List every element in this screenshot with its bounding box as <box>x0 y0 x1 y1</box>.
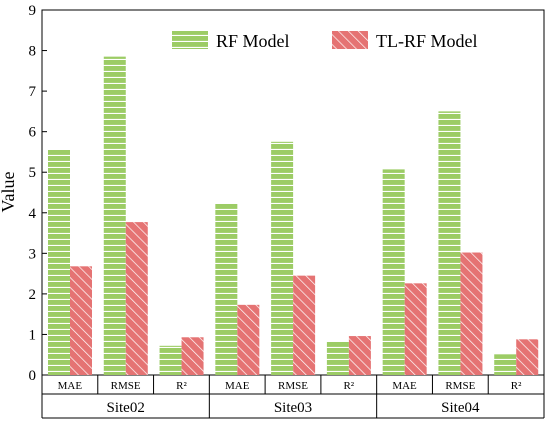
bar-rf-model <box>494 354 517 375</box>
y-tick-label: 5 <box>29 165 37 181</box>
bar-tl-rf-model <box>516 339 539 375</box>
bar-tl-rf-model <box>293 275 316 375</box>
metric-label: RMSE <box>278 380 308 392</box>
bar-rf-model <box>48 149 70 375</box>
metric-label: MAE <box>225 380 250 392</box>
bar-rf-model <box>103 56 126 376</box>
metric-label: R² <box>176 380 187 392</box>
y-tick-label: 8 <box>29 44 37 60</box>
metric-label: MAE <box>58 380 83 392</box>
bar-tl-rf-model <box>237 304 260 375</box>
y-tick-label: 6 <box>29 125 37 141</box>
metric-label: RMSE <box>445 380 475 392</box>
bar-rf-model <box>271 141 294 375</box>
y-tick-label: 0 <box>29 368 37 384</box>
y-tick-label: 2 <box>29 287 37 303</box>
y-tick-label: 3 <box>29 246 37 262</box>
y-axis: 0 1 2 3 4 5 6 7 8 9 <box>29 3 47 384</box>
bar-tl-rf-model <box>348 336 371 375</box>
bar-rf-model <box>382 169 405 375</box>
site-label: Site03 <box>274 400 312 416</box>
metric-label: R² <box>343 380 354 392</box>
metric-label: RMSE <box>111 380 141 392</box>
x-axis: MAE RMSE R² Site02 MAE RMSE R² Site03 MAE RMSE R² S… <box>41 375 545 419</box>
bar-tl-rf-model <box>460 252 483 375</box>
y-tick-label: 1 <box>29 327 37 343</box>
legend-label-rf: RF Model <box>216 31 290 51</box>
bar-tl-rf-model <box>125 222 148 375</box>
site-label: Site02 <box>106 400 144 416</box>
site-label: Site04 <box>441 400 480 416</box>
y-axis-label: Value <box>0 171 18 212</box>
legend-label-tl-rf: TL-RF Model <box>376 31 478 51</box>
legend-swatch-rf <box>172 31 208 49</box>
y-tick-label: 4 <box>29 206 37 222</box>
bar-rf-model <box>438 111 461 375</box>
bar-rf-model <box>215 203 238 375</box>
metric-label: R² <box>511 380 522 392</box>
legend-swatch-tl-rf <box>332 31 368 49</box>
metric-label: MAE <box>392 380 417 392</box>
bar-rf-model <box>326 341 349 375</box>
bar-tl-rf-model <box>181 337 204 375</box>
bar-tl-rf-model <box>404 283 427 375</box>
bar-tl-rf-model <box>70 266 92 375</box>
legend: RF Model TL-RF Model <box>172 31 478 51</box>
bars <box>48 56 539 376</box>
y-tick-label: 7 <box>29 84 37 100</box>
y-tick-label: 9 <box>29 3 37 19</box>
bar-rf-model <box>159 345 182 375</box>
